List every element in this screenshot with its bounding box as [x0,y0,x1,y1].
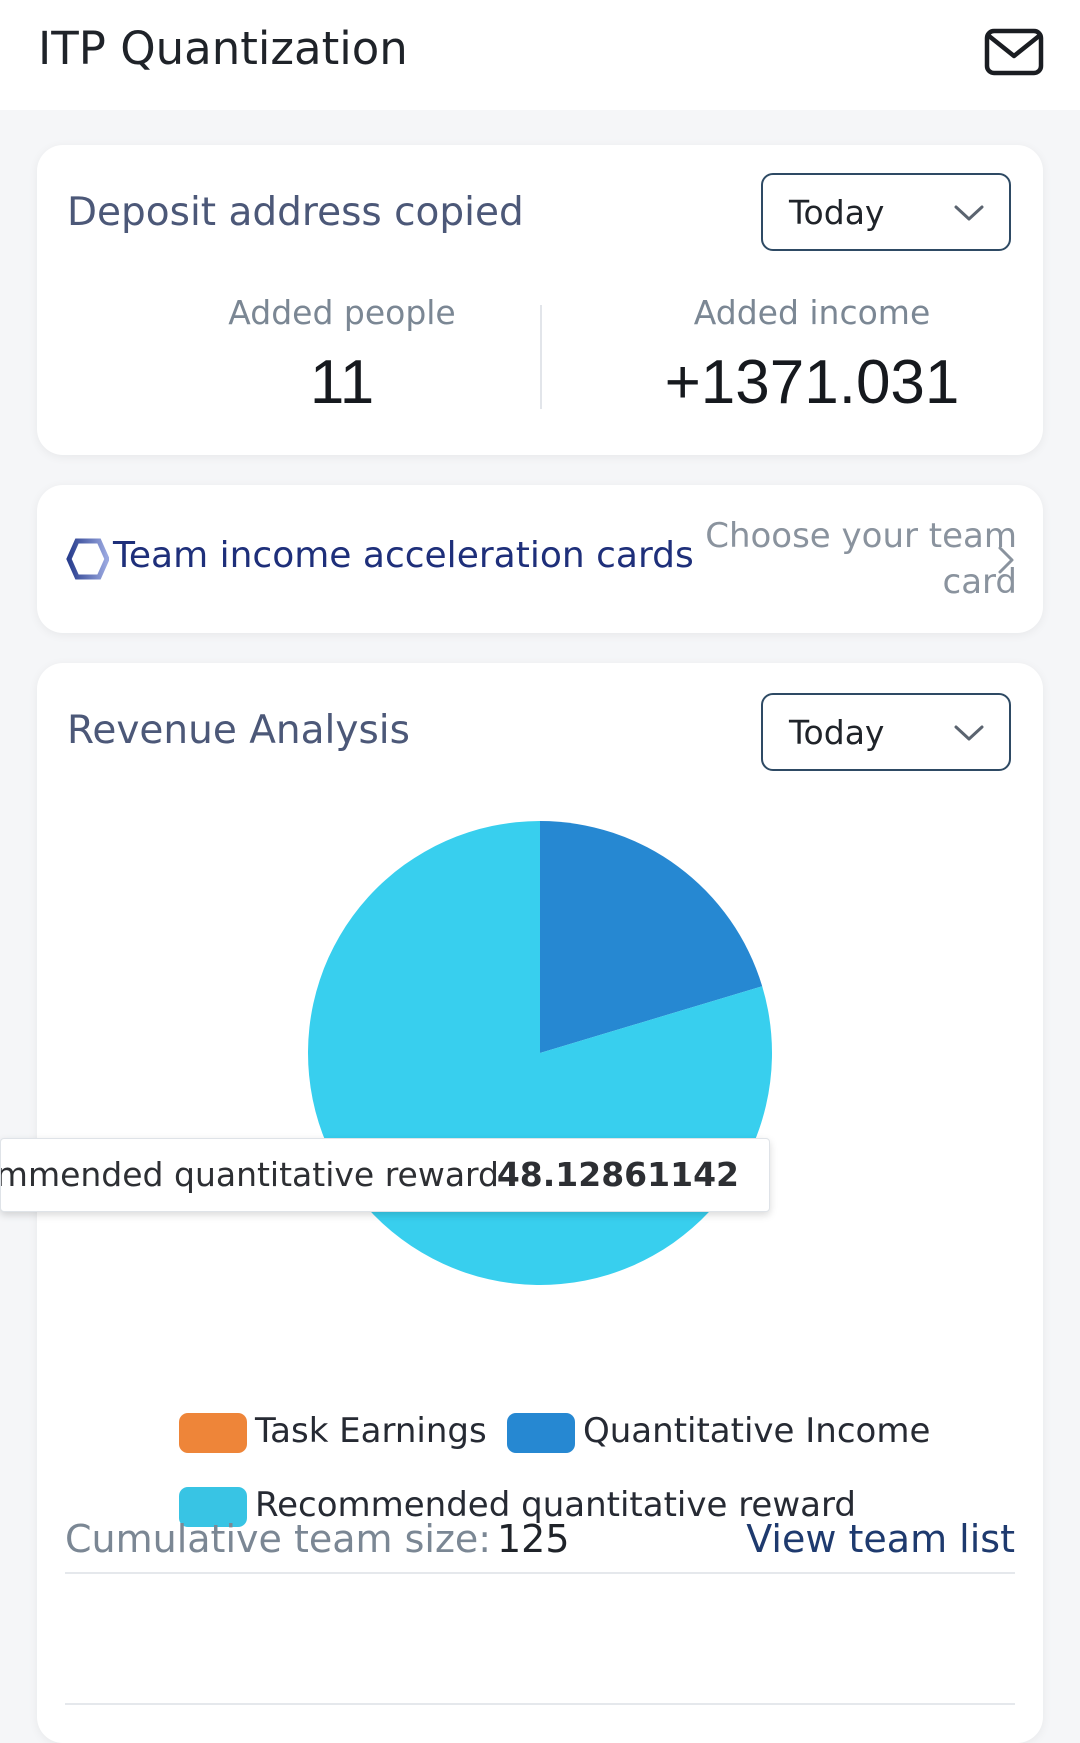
tooltip-series-name: Recommended quantitative reward [1,1155,499,1194]
acceleration-card[interactable]: Team income acceleration cards Choose yo… [37,485,1043,633]
legend-label: Quantitative Income [583,1411,931,1451]
hexagon-icon [66,538,109,580]
acceleration-label: Team income acceleration cards [113,535,694,576]
summary-card: Deposit address copied Today Added peopl… [37,145,1043,455]
summary-title: Deposit address copied [67,190,524,235]
divider [65,1703,1015,1705]
revenue-period-value: Today [789,713,885,752]
app-title: ITP Quantization [38,22,408,75]
choose-team-card-link[interactable]: Choose your team card [657,513,1017,605]
added-income-label: Added income [693,293,931,332]
team-size-label: Cumulative team size: [65,1517,492,1561]
summary-period-value: Today [789,193,885,232]
revenue-period-select[interactable]: Today [761,693,1011,771]
chevron-down-icon [954,205,984,221]
view-team-list-link[interactable]: View team list [746,1517,1015,1561]
revenue-card: Revenue Analysis Today Recommended quant… [0,663,1043,1743]
mail-icon[interactable] [984,28,1044,76]
revenue-title: Revenue Analysis [67,708,410,753]
chevron-down-icon [954,725,984,741]
pie-slice-quantitative-income[interactable] [540,821,763,1053]
divider [65,1572,1015,1574]
legend-swatch [179,1487,247,1527]
legend-swatch [179,1413,247,1453]
added-people-label: Added people [228,293,456,332]
stat-divider [540,305,542,409]
chevron-right-icon[interactable] [997,545,1015,575]
legend-swatch [507,1413,575,1453]
revenue-pie-chart[interactable] [37,663,1043,1383]
chart-tooltip: Recommended quantitative reward 48.12861… [0,1138,770,1212]
team-size-value: 125 [497,1517,570,1561]
choose-team-card-text: Choose your team card [705,516,1017,602]
added-income-value: +1371.031 [664,348,960,417]
app-header: ITP Quantization [0,0,1080,110]
added-people-value: 11 [309,348,375,417]
summary-period-select[interactable]: Today [761,173,1011,251]
legend-label: Task Earnings [255,1411,487,1451]
tooltip-value: 48.12861142 [496,1155,739,1194]
legend-label: Recommended quantitative reward [255,1485,856,1525]
